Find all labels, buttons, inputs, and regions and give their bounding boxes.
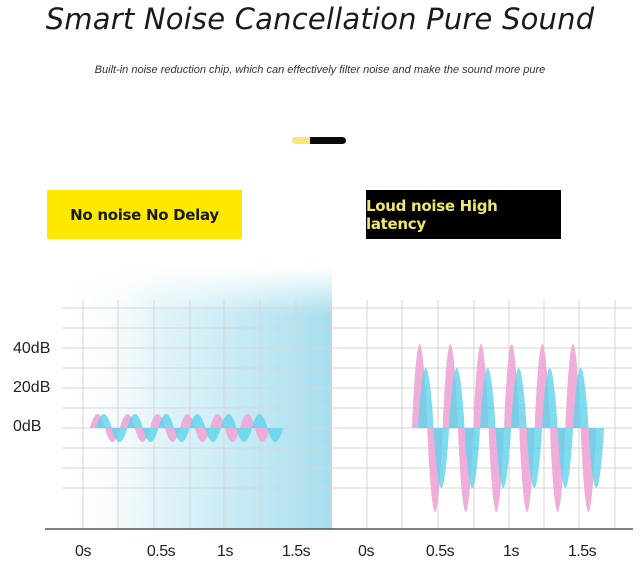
no-noise-tag: No noise No Delay (47, 190, 242, 239)
x-label-left-0s: 0s (75, 543, 91, 560)
noise-free-panel-background (60, 268, 332, 529)
loud-noise-tag: Loud noise High latency (366, 190, 561, 239)
x-label-right-0s: 0s (358, 543, 374, 560)
y-label-0db: 0dB (13, 418, 42, 435)
page-title: Smart Noise Cancellation Pure Sound (45, 2, 595, 36)
page-subtitle: Built-in noise reduction chip, which can… (94, 64, 546, 76)
x-label-right-0.5s: 0.5s (425, 543, 455, 560)
y-label-20db: 20dB (13, 379, 51, 396)
carousel-indicator-inactive[interactable] (310, 137, 346, 144)
x-label-right-1.5s: 1.5s (567, 543, 597, 560)
x-label-right-1s: 1s (503, 543, 519, 560)
left-waveforms (90, 414, 283, 442)
x-label-left-1s: 1s (217, 543, 233, 560)
x-label-left-0.5s: 0.5s (146, 543, 176, 560)
y-label-40db: 40dB (13, 340, 51, 357)
x-label-left-1.5s: 1.5s (281, 543, 311, 560)
right-waveforms (412, 344, 604, 512)
carousel-indicator-active[interactable] (292, 137, 312, 144)
